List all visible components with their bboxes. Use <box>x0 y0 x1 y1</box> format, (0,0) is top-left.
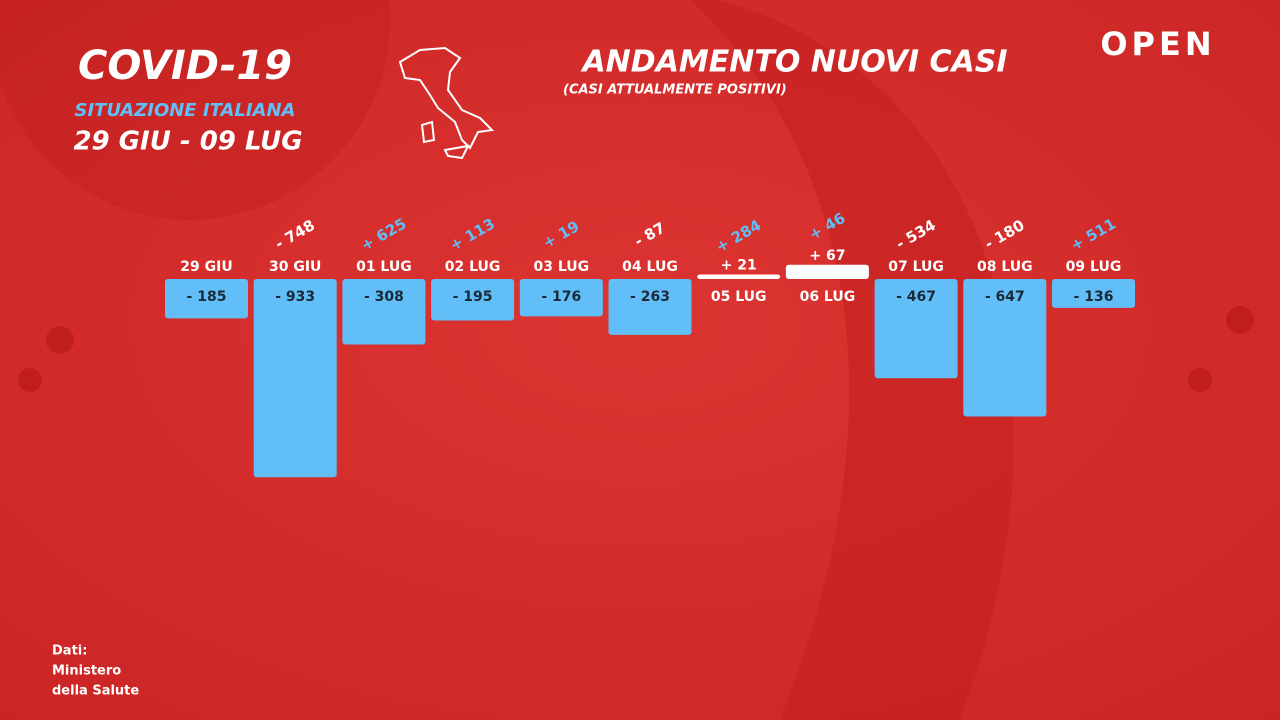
decoration <box>0 0 390 220</box>
bar <box>697 274 781 279</box>
value-label: + 21 <box>721 258 757 274</box>
x-tick-label: 09 LUG <box>1066 259 1122 275</box>
bar <box>431 279 515 321</box>
bar <box>963 279 1047 417</box>
chart-subtitle: (CASI ATTUALMENTE POSITIVI) <box>563 83 787 98</box>
x-tick-label: 08 LUG <box>977 259 1033 275</box>
value-label: - 195 <box>453 289 493 305</box>
decoration <box>1188 368 1212 392</box>
header-period: 29 GIU - 09 LUG <box>73 127 302 157</box>
bar <box>165 279 248 319</box>
value-label: - 308 <box>364 289 404 305</box>
chart-title: ANDAMENTO NUOVI CASI <box>580 45 1007 80</box>
value-label: - 647 <box>985 289 1025 305</box>
value-label: + 67 <box>809 248 845 264</box>
x-tick-label: 01 LUG <box>356 259 412 275</box>
decoration <box>18 368 42 392</box>
value-label: - 136 <box>1074 289 1114 305</box>
x-tick-label: 04 LUG <box>622 259 678 275</box>
value-label: - 185 <box>187 289 227 305</box>
source-text: Dati: <box>52 644 87 659</box>
value-label: - 176 <box>541 289 581 305</box>
value-label: - 263 <box>630 289 670 305</box>
source-text: della Salute <box>52 684 139 699</box>
x-tick-label: 06 LUG <box>800 289 856 305</box>
bar <box>1052 279 1135 308</box>
decoration <box>1226 306 1254 334</box>
brand-logo: OPEN <box>1100 25 1215 63</box>
x-tick-label: 07 LUG <box>888 259 944 275</box>
decoration <box>690 0 1014 720</box>
header-subtitle: SITUAZIONE ITALIANA <box>75 100 296 121</box>
bar <box>785 264 869 279</box>
x-tick-label: 30 GIU <box>269 259 321 275</box>
bar <box>342 279 426 345</box>
value-label: - 467 <box>896 289 936 305</box>
italy-map <box>398 46 495 160</box>
x-tick-label: 05 LUG <box>711 289 767 305</box>
bar <box>874 279 958 379</box>
decoration <box>46 326 74 354</box>
x-tick-label: 29 GIU <box>180 259 232 275</box>
x-tick-label: 03 LUG <box>533 259 589 275</box>
bar <box>608 279 692 335</box>
x-tick-label: 02 LUG <box>445 259 501 275</box>
bar <box>519 279 603 317</box>
bar <box>253 279 337 478</box>
source-text: Ministero <box>52 664 121 679</box>
value-label: - 933 <box>275 289 315 305</box>
header-title: COVID-19 <box>78 43 292 89</box>
